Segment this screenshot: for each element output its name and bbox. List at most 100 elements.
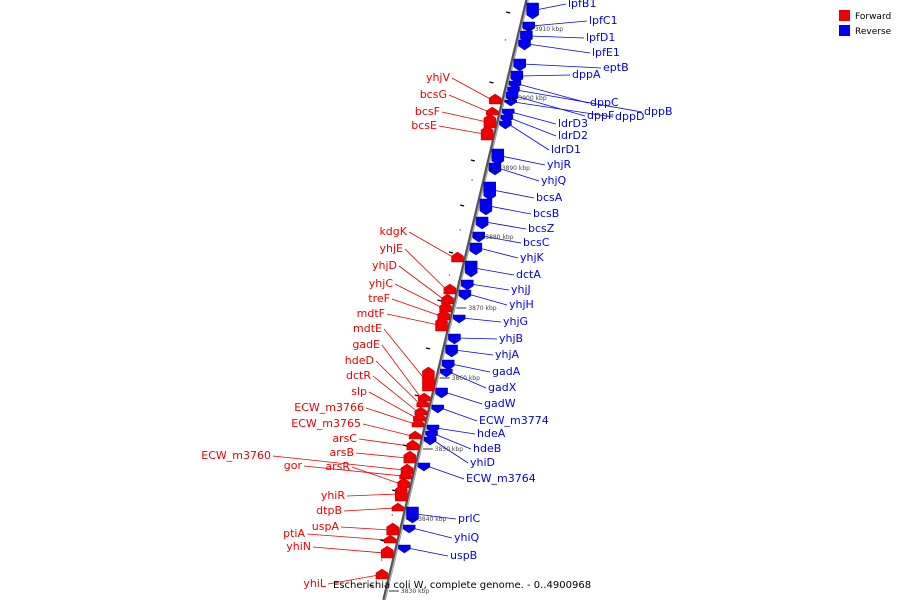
reverse-gene-feature [499, 120, 512, 130]
forward-gene-feature [443, 283, 457, 295]
reverse-gene-label: ldrD2 [558, 129, 588, 142]
tick-dash [489, 81, 494, 84]
reverse-gene-feature [431, 404, 445, 414]
forward-gene-connector [441, 111, 488, 123]
forward-gene-connector [346, 493, 399, 497]
reverse-gene-label: yhiD [470, 456, 495, 469]
reverse-gene-connector [527, 43, 591, 54]
reverse-gene-connector [535, 3, 567, 11]
forward-gene-label: arsC [332, 432, 357, 445]
reverse-gene-connector [412, 527, 453, 539]
tick-dot [448, 274, 451, 276]
forward-gene-feature [439, 301, 452, 313]
forward-gene-connector [343, 507, 395, 512]
forward-gene-label: kdgK [379, 225, 407, 238]
reverse-gene-feature [441, 359, 455, 371]
reverse-gene-label: lpfD1 [586, 31, 615, 44]
forward-gene-connector [404, 248, 448, 291]
forward-gene-feature [375, 568, 389, 580]
forward-gene-label: uspA [312, 520, 340, 533]
forward-gene-label: gadE [352, 338, 380, 351]
forward-gene-label: arsB [329, 446, 354, 459]
tick-label: 3860 kbp [452, 375, 480, 382]
reverse-gene-label: ECW_m3774 [479, 414, 549, 427]
reverse-gene-label: yhjJ [511, 283, 531, 296]
forward-gene-label: yhjV [426, 71, 451, 84]
reverse-gene-connector [470, 283, 510, 291]
reverse-gene-connector [449, 371, 487, 389]
forward-gene-feature [416, 398, 429, 408]
reverse-gene-label: bcsB [533, 207, 559, 220]
forward-gene-feature [480, 125, 494, 141]
forward-gene-feature [413, 412, 426, 422]
reverse-gene-label: dppA [572, 68, 601, 81]
reverse-gene-feature [452, 314, 466, 324]
tick-dot [471, 179, 473, 181]
reverse-gene-connector [457, 337, 498, 340]
forward-gene-connector [391, 298, 441, 317]
reverse-gene-connector [500, 155, 546, 166]
forward-gene-feature [441, 293, 454, 305]
forward-gene-label: bcsE [411, 119, 437, 132]
reverse-gene-connector [508, 123, 550, 151]
reverse-gene-connector [478, 247, 519, 259]
reverse-gene-feature [518, 39, 531, 51]
reverse-gene-feature [440, 368, 453, 378]
reverse-gene-label: yhjB [499, 332, 523, 345]
tick-dash [380, 539, 385, 542]
tick-dash [505, 11, 511, 14]
reverse-gene-label: bcsC [523, 236, 550, 249]
reverse-gene-feature [448, 333, 461, 345]
forward-gene-label: yhjE [380, 242, 404, 255]
forward-gene-connector [372, 375, 419, 413]
forward-gene-label: yhjD [372, 259, 397, 272]
forward-gene-feature [417, 392, 431, 402]
forward-gene-label: hdeD [345, 354, 374, 367]
forward-gene-connector [351, 466, 401, 485]
reverse-gene-connector [426, 465, 465, 480]
forward-gene-label: ECW_m3766 [294, 401, 364, 414]
reverse-gene-feature [423, 436, 437, 446]
forward-gene-label: slp [351, 385, 367, 398]
reverse-gene-label: ldrD3 [558, 117, 588, 130]
reverse-gene-feature [406, 506, 419, 524]
reverse-gene-label: yhiQ [454, 531, 480, 544]
forward-gene-connector [358, 438, 410, 447]
legend-swatch-reverse [839, 25, 850, 36]
forward-gene-label: yhiL [303, 577, 327, 590]
reverse-gene-connector [407, 547, 449, 557]
forward-gene-feature [486, 106, 499, 116]
reverse-gene-connector [519, 74, 571, 77]
forward-gene-feature [406, 439, 419, 451]
tick-labels: 3840 kbp 3850 kbp 3860 kbp 3870 kbp 3880 kbp… [388, 26, 563, 595]
forward-gene-label: bcsG [420, 88, 447, 101]
map-caption: Escherichia coli W, complete genome. - 0… [333, 580, 591, 591]
tick-dot [380, 559, 383, 561]
reverse-gene-label: prlC [458, 512, 481, 525]
reverse-gene-connector [440, 407, 478, 422]
reverse-gene-label: hdeB [473, 442, 501, 455]
reverse-gene-label: eptB [603, 61, 629, 74]
reverse-gene-label: yhjK [520, 251, 545, 264]
forward-gene-connector [340, 526, 390, 531]
tick-dot [391, 514, 393, 516]
forward-gene-feature [451, 251, 464, 263]
legend-swatch-forward [839, 10, 850, 21]
forward-gene-connector [303, 465, 403, 477]
forward-gene-label: bcsF [415, 105, 440, 118]
forward-gene-connector [451, 77, 493, 101]
tick-label: 3880 kbp [485, 234, 513, 241]
forward-gene-feature [384, 534, 397, 544]
forward-gene-label: arsR [325, 460, 350, 473]
tick-dot [459, 229, 461, 231]
forward-gene-connector [375, 360, 420, 405]
forward-gene-feature [380, 545, 394, 559]
reverse-gene-feature [491, 148, 505, 166]
reverse-gene-feature [435, 387, 448, 399]
forward-gene-connector [312, 546, 385, 554]
reverse-gene-connector [531, 20, 588, 27]
forward-gene-label: treF [368, 292, 390, 305]
forward-gene-label: dctR [346, 369, 371, 382]
tick-label: 3900 kbp [518, 95, 546, 102]
reverse-gene-feature [461, 279, 474, 291]
